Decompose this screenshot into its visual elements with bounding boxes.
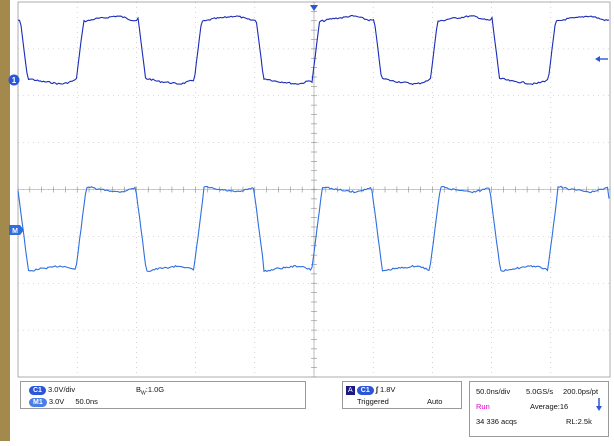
sample-rate: 5.0GS/s bbox=[526, 387, 554, 396]
math-time: 50.0ns bbox=[75, 397, 98, 406]
trigger-settings-box[interactable]: A C1 ∫ 1.8V Triggered Auto bbox=[342, 381, 462, 409]
trigger-status: Triggered bbox=[357, 397, 389, 406]
trigger-position-icon[interactable] bbox=[310, 5, 318, 11]
trigger-a-icon: A bbox=[346, 386, 355, 395]
down-arrow-icon[interactable] bbox=[595, 398, 603, 412]
math-marker[interactable]: M bbox=[9, 225, 24, 235]
bw-prefix: B bbox=[136, 385, 142, 394]
trigger-level: 1.8V bbox=[379, 385, 396, 394]
left-frame-bar bbox=[0, 0, 10, 441]
math-trace bbox=[17, 185, 610, 273]
average: Average:16 bbox=[530, 402, 569, 411]
ch1-badge[interactable]: C1 bbox=[29, 385, 46, 395]
timebase: 50.0ns/div bbox=[476, 387, 511, 396]
trigger-level-arrow-icon[interactable] bbox=[595, 56, 608, 62]
acquisition-box[interactable]: 50.0ns/div 5.0GS/s 200.0ps/pt Run Averag… bbox=[469, 381, 609, 437]
math-badge[interactable]: M1 bbox=[29, 397, 47, 407]
record-length: RL:2.5k bbox=[566, 417, 592, 426]
graticule bbox=[17, 1, 611, 378]
bandwidth-limit: BW:1.0G bbox=[136, 385, 165, 397]
trigger-mode: Auto bbox=[427, 397, 443, 406]
acquisition-count: 34 336 acqs bbox=[476, 417, 517, 426]
channel-settings-box[interactable]: C1 3.0V/div BW:1.0G M1 3.0V 50.0ns bbox=[20, 381, 306, 409]
ch1-marker-label: 1 bbox=[12, 76, 17, 85]
math-scale: 3.0V bbox=[48, 397, 65, 406]
run-state: Run bbox=[476, 402, 490, 411]
bw-sub: W bbox=[141, 390, 146, 397]
resolution: 200.0ps/pt bbox=[563, 387, 599, 396]
ch1-scale: 3.0V/div bbox=[48, 385, 76, 394]
bw-value: 1.0G bbox=[147, 385, 165, 394]
trigger-slope-icon: ∫ bbox=[375, 385, 378, 394]
trigger-source-badge[interactable]: C1 bbox=[356, 385, 374, 395]
math-marker-label: M bbox=[12, 228, 18, 235]
ch1-marker[interactable]: 1 bbox=[8, 74, 20, 86]
ch1-trace bbox=[17, 15, 610, 86]
